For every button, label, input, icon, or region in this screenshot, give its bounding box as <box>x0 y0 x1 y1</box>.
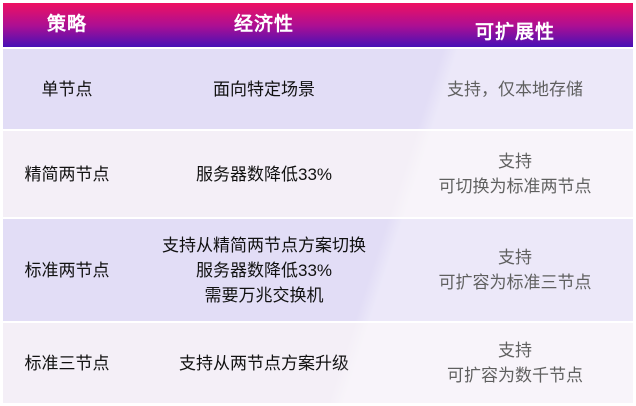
table-header-row: 策略 经济性 可扩展性 <box>3 3 633 47</box>
cell-strategy: 精简两节点 <box>3 131 131 217</box>
cell-economy: 面向特定场景 <box>131 49 397 129</box>
cell-strategy: 标准三节点 <box>3 323 131 403</box>
cell-line: 支持 <box>498 248 532 267</box>
cell-scalability: 支持，仅本地存储 <box>397 49 633 129</box>
cell-line: 可切换为标准两节点 <box>438 177 592 196</box>
cell-line: 支持 <box>498 341 532 360</box>
cell-line: 精简两节点 <box>24 164 110 184</box>
table-row-lite-two-node: 精简两节点 服务器数降低33% 支持 可切换为标准两节点 <box>3 131 633 217</box>
cell-line: 服务器数降低33% <box>195 164 333 184</box>
cell-economy: 支持从两节点方案升级 <box>131 323 397 403</box>
cell-line: 服务器数降低33% <box>195 260 333 280</box>
cell-line: 需要万兆交换机 <box>204 285 324 305</box>
cell-line: 面向特定场景 <box>213 79 315 99</box>
header-scalability: 可扩展性 <box>474 21 555 43</box>
table-row-standard-two-node: 标准两节点 支持从精简两节点方案切换 服务器数降低33% 需要万兆交换机 支持 … <box>3 219 633 321</box>
table-row-standard-three-node: 标准三节点 支持从两节点方案升级 支持 可扩容为数千节点 <box>3 323 633 403</box>
cell-line: 可扩容为数千节点 <box>447 366 583 385</box>
cell-line: 支持从两节点方案升级 <box>179 353 349 373</box>
cell-strategy: 标准两节点 <box>3 219 131 321</box>
cell-line: 标准三节点 <box>24 353 110 373</box>
table-row-single-node: 单节点 面向特定场景 支持，仅本地存储 <box>3 49 633 129</box>
header-economy: 经济性 <box>233 13 294 35</box>
cell-line: 可扩容为标准三节点 <box>438 273 592 292</box>
cell-line: 单节点 <box>41 79 93 99</box>
cell-line: 支持从精简两节点方案切换 <box>162 235 366 255</box>
cell-line: 支持 <box>498 152 532 171</box>
cell-line: 标准两节点 <box>24 260 110 280</box>
strategy-comparison-table: 策略 经济性 可扩展性 单节点 面向特定场景 支持，仅本地存储 精简两节点 服务… <box>3 3 633 406</box>
cell-scalability: 支持 可切换为标准两节点 <box>397 131 633 217</box>
header-strategy: 策略 <box>46 13 87 35</box>
cell-economy: 支持从精简两节点方案切换 服务器数降低33% 需要万兆交换机 <box>131 219 397 321</box>
cell-scalability: 支持 可扩容为数千节点 <box>397 323 633 403</box>
cell-scalability: 支持 可扩容为标准三节点 <box>397 219 633 321</box>
cell-strategy: 单节点 <box>3 49 131 129</box>
cell-economy: 服务器数降低33% <box>131 131 397 217</box>
cell-line: 支持，仅本地存储 <box>447 79 583 99</box>
